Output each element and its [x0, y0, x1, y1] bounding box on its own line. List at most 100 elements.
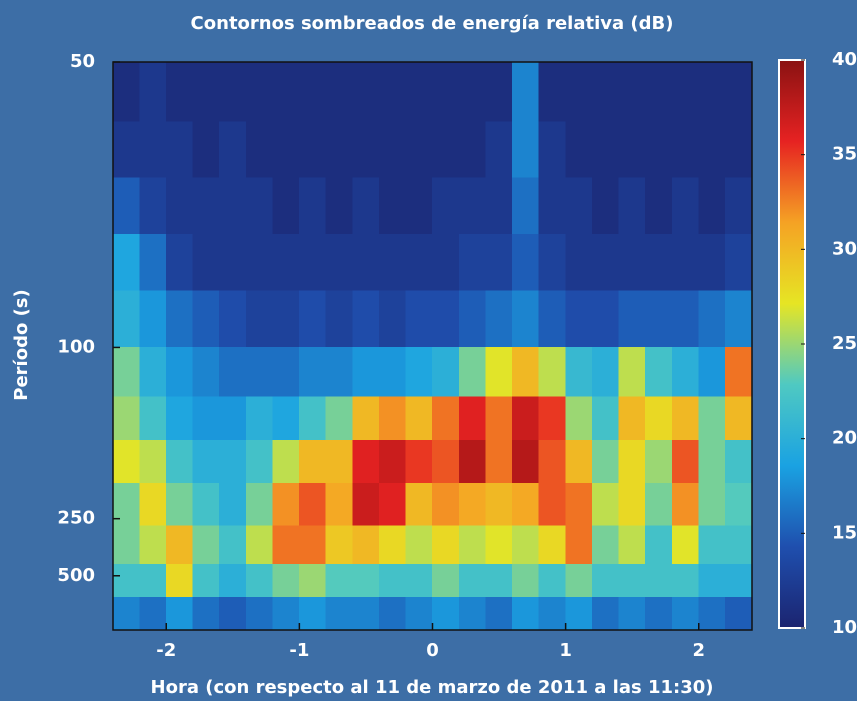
- heatmap-cell: [459, 347, 486, 397]
- heatmap-cell: [220, 526, 247, 565]
- heatmap-cell: [539, 526, 566, 565]
- heatmap-cell: [512, 347, 539, 397]
- heatmap-cell: [512, 440, 539, 483]
- heatmap-cell: [592, 440, 619, 483]
- heatmap-cell: [299, 564, 326, 597]
- heatmap-cell: [299, 122, 326, 178]
- heatmap-cell: [220, 235, 247, 291]
- heatmap-cell: [273, 564, 300, 597]
- heatmap-cell: [699, 597, 726, 630]
- heatmap-cell: [725, 397, 752, 440]
- heatmap-cell: [566, 440, 593, 483]
- heatmap-cell: [539, 122, 566, 178]
- heatmap-cell: [592, 347, 619, 397]
- heatmap-cell: [619, 235, 646, 291]
- heatmap-cell: [326, 526, 353, 565]
- heatmap-cell: [220, 62, 247, 122]
- heatmap-cell: [273, 291, 300, 348]
- heatmap-cell: [566, 347, 593, 397]
- heatmap-cell: [672, 597, 699, 630]
- heatmap-cell: [273, 62, 300, 122]
- heatmap-cell: [512, 397, 539, 440]
- heatmap-cell: [406, 397, 433, 440]
- heatmap-cell: [166, 62, 193, 122]
- heatmap-cell: [646, 397, 673, 440]
- heatmap-cell: [113, 178, 140, 235]
- x-tick-label: 1: [559, 640, 572, 661]
- heatmap-cell: [353, 178, 380, 235]
- heatmap-cell: [566, 397, 593, 440]
- heatmap-cell: [646, 597, 673, 630]
- heatmap-cell: [699, 564, 726, 597]
- heatmap-cell: [672, 440, 699, 483]
- heatmap-cell: [459, 397, 486, 440]
- heatmap-cell: [699, 440, 726, 483]
- heatmap-cell: [539, 597, 566, 630]
- heatmap-cell: [166, 397, 193, 440]
- heatmap-cell: [246, 347, 273, 397]
- colorbar-tick-label: 20: [832, 428, 857, 449]
- heatmap-cell: [166, 440, 193, 483]
- heatmap-cell: [140, 62, 167, 122]
- heatmap-cell: [406, 597, 433, 630]
- heatmap-cell: [592, 291, 619, 348]
- heatmap-cell: [246, 564, 273, 597]
- heatmap-cell: [246, 597, 273, 630]
- heatmap-cell: [592, 526, 619, 565]
- heatmap-cell: [699, 122, 726, 178]
- heatmap-cell: [566, 483, 593, 526]
- heatmap-cell: [539, 291, 566, 348]
- heatmap-cell: [539, 178, 566, 235]
- heatmap-cell: [246, 483, 273, 526]
- heatmap-cell: [406, 62, 433, 122]
- heatmap-cell: [486, 347, 513, 397]
- heatmap-cell: [140, 122, 167, 178]
- heatmap-cell: [725, 526, 752, 565]
- heatmap-cell: [646, 564, 673, 597]
- heatmap-cell: [326, 178, 353, 235]
- heatmap-cell: [725, 597, 752, 630]
- heatmap-cell: [512, 564, 539, 597]
- heatmap-cell: [725, 483, 752, 526]
- heatmap-cell: [140, 397, 167, 440]
- heatmap-cell: [113, 62, 140, 122]
- heatmap-cell: [193, 483, 220, 526]
- heatmap-cell: [353, 235, 380, 291]
- heatmap-cell: [326, 597, 353, 630]
- heatmap-cell: [672, 178, 699, 235]
- heatmap-cell: [140, 178, 167, 235]
- heatmap-cell: [299, 62, 326, 122]
- heatmap-cell: [433, 62, 460, 122]
- heatmap-cell: [699, 483, 726, 526]
- heatmap-cell: [433, 526, 460, 565]
- heatmap-cell: [672, 122, 699, 178]
- heatmap-cell: [725, 564, 752, 597]
- heatmap-cell: [646, 178, 673, 235]
- heatmap-cell: [379, 564, 406, 597]
- heatmap-cell: [113, 597, 140, 630]
- heatmap-cell: [512, 597, 539, 630]
- heatmap-cell: [672, 347, 699, 397]
- heatmap-cell: [166, 597, 193, 630]
- heatmap-cell: [646, 440, 673, 483]
- heatmap-cell: [486, 235, 513, 291]
- heatmap-cell: [512, 291, 539, 348]
- heatmap-cell: [193, 178, 220, 235]
- heatmap-cell: [619, 483, 646, 526]
- heatmap-cell: [459, 122, 486, 178]
- heatmap-cell: [326, 397, 353, 440]
- heatmap-cell: [433, 483, 460, 526]
- heatmap-cell: [459, 291, 486, 348]
- heatmap-cell: [326, 291, 353, 348]
- heatmap-cell: [353, 397, 380, 440]
- heatmap-cell: [273, 397, 300, 440]
- heatmap-cell: [566, 597, 593, 630]
- heatmap-cell: [619, 440, 646, 483]
- heatmap-cell: [592, 122, 619, 178]
- heatmap-cell: [193, 440, 220, 483]
- heatmap-cell: [566, 291, 593, 348]
- heatmap-cell: [406, 564, 433, 597]
- heatmap-cell: [113, 440, 140, 483]
- heatmap-cell: [592, 483, 619, 526]
- heatmap-cell: [433, 564, 460, 597]
